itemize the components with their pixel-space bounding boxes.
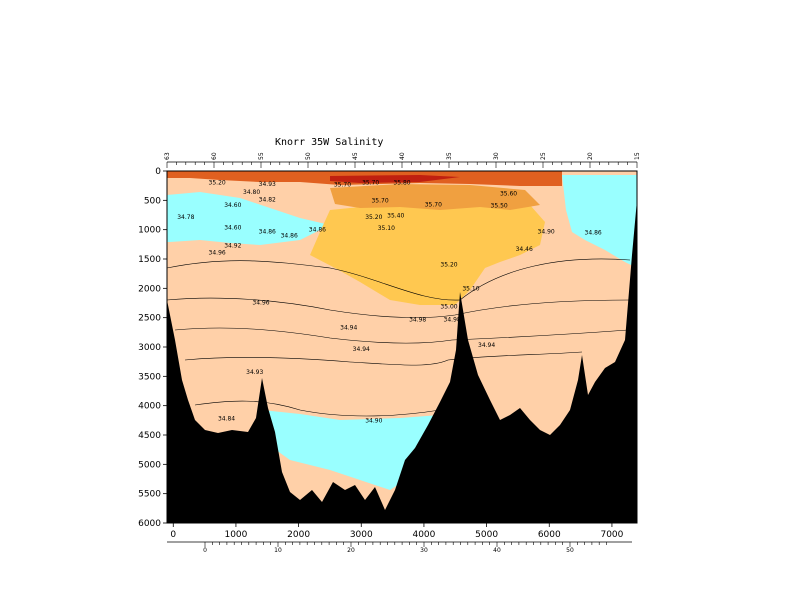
bathymetry — [167, 200, 637, 523]
contour-isohaline-2 — [167, 297, 631, 319]
contour-label: 34.82 — [259, 197, 276, 204]
contour-label: 35.20 — [440, 261, 457, 268]
station-tick-label: 30 — [420, 547, 428, 554]
station-axis: 0 10 20 30 40 50 — [167, 541, 632, 554]
contour-label: 34.90 — [365, 417, 382, 424]
x-tick-label: 5000 — [475, 530, 498, 540]
contour-label: 34.93 — [246, 369, 263, 376]
contour-label: 34.86 — [281, 233, 298, 240]
contour-label: 34.94 — [353, 346, 370, 353]
contour-label: 35.20 — [365, 214, 382, 221]
contour-label: 35.10 — [378, 225, 395, 232]
contour-label: 34.94 — [478, 342, 495, 349]
surface-salinity-maximum — [330, 175, 460, 183]
x-tick-label: 6000 — [538, 530, 561, 540]
contour-isohaline-5 — [194, 400, 441, 417]
contour-label: 34.78 — [177, 214, 194, 221]
contour-label: 34.92 — [224, 243, 241, 250]
y-tick-label: 4000 — [138, 402, 161, 412]
bottom-fresh-water-region — [262, 410, 440, 490]
contour-label: 35.60 — [500, 190, 517, 197]
contour-label: 35.40 — [387, 213, 404, 220]
top-tick-label: 40 — [399, 152, 406, 160]
y-tick-label: 4500 — [138, 431, 161, 441]
contour-label: 34.60 — [224, 202, 241, 209]
contour-label: 34.80 — [243, 189, 260, 196]
contour-label: 34.86 — [259, 228, 276, 235]
y-axis: 0 500 1000 1500 2000 2500 3000 3500 4000 4500 5000… — [138, 167, 167, 529]
top-tick-label: 30 — [493, 152, 500, 160]
contour-label: 34.96 — [209, 250, 226, 257]
contour-labels: 35.20 34.9334.8034.8234.6034.7834.6034.86… — [177, 180, 602, 425]
top-tick-label: 45 — [352, 152, 359, 160]
x-tick-label: 7000 — [600, 530, 623, 540]
contour-label: 34.98 — [409, 316, 426, 323]
high-salinity-region — [330, 184, 540, 210]
east-fresh-water-region — [562, 175, 637, 268]
y-tick-label: 5500 — [138, 490, 161, 500]
contour-label: 35.20 — [209, 180, 226, 187]
saline-water-region — [310, 195, 545, 305]
x-tick-label: 2000 — [287, 530, 310, 540]
y-tick-label: 2000 — [138, 284, 161, 294]
contour-label: 34.46 — [516, 246, 533, 253]
y-tick-label: 3500 — [138, 372, 161, 382]
top-tick-label: 25 — [540, 152, 547, 160]
top-axis: 63 60 55 50 45 40 35 30 25 20 15 — [164, 152, 641, 168]
contour-label: 35.00 — [440, 304, 457, 311]
contour-isohaline-4 — [184, 351, 583, 366]
contour-label: 35.80 — [393, 180, 410, 187]
y-tick-label: 3000 — [138, 343, 161, 353]
y-tick-label: 2500 — [138, 314, 161, 324]
contour-label: 34.86 — [309, 227, 326, 234]
top-tick-label: 60 — [211, 152, 218, 160]
station-tick-label: 20 — [347, 547, 355, 554]
contour-label: 34.90 — [538, 228, 555, 235]
y-tick-label: 1000 — [138, 226, 161, 236]
y-tick-label: 0 — [155, 167, 161, 177]
top-tick-label: 15 — [634, 152, 641, 160]
station-tick-label: 50 — [566, 547, 574, 554]
y-tick-label: 5000 — [138, 460, 161, 470]
top-tick-label: 20 — [587, 152, 594, 160]
y-tick-label: 1500 — [138, 255, 161, 265]
contour-label: 34.98 — [444, 316, 461, 323]
station-tick-label: 0 — [203, 547, 207, 554]
contour-label: 35.70 — [425, 201, 442, 208]
contour-label: 34.84 — [218, 416, 235, 423]
contour-label: 34.86 — [585, 230, 602, 237]
contour-label: 35.70 — [362, 180, 379, 187]
chart-title: Knorr 35W Salinity — [275, 137, 383, 148]
contour-label: 34.93 — [259, 181, 276, 188]
y-tick-label: 6000 — [138, 519, 161, 529]
top-tick-label: 35 — [446, 152, 453, 160]
contour-label: 34.94 — [340, 325, 357, 332]
contour-label: 34.96 — [252, 299, 269, 306]
x-tick-label: 4000 — [412, 530, 435, 540]
x-tick-label: 0 — [170, 530, 176, 540]
contour-label: 35.50 — [491, 203, 508, 210]
top-tick-label: 55 — [258, 152, 265, 160]
x-tick-label: 3000 — [350, 530, 373, 540]
x-axis: 0 1000 2000 3000 4000 5000 6000 7000 — [170, 523, 624, 540]
top-tick-label: 63 — [164, 152, 171, 160]
contour-label: 35.70 — [334, 181, 351, 188]
station-tick-label: 40 — [493, 547, 501, 554]
y-tick-label: 500 — [144, 196, 161, 206]
x-tick-label: 1000 — [224, 530, 247, 540]
contour-isohaline-3 — [174, 327, 629, 344]
contour-label: 34.60 — [224, 224, 241, 231]
top-tick-label: 50 — [305, 152, 312, 160]
station-tick-label: 10 — [274, 547, 282, 554]
plot-area — [167, 171, 637, 523]
contour-label: 35.70 — [371, 197, 388, 204]
contour-isohaline-1 — [167, 258, 631, 301]
contour-label: 35.10 — [462, 285, 479, 292]
upper-fresh-water-region — [167, 192, 330, 245]
